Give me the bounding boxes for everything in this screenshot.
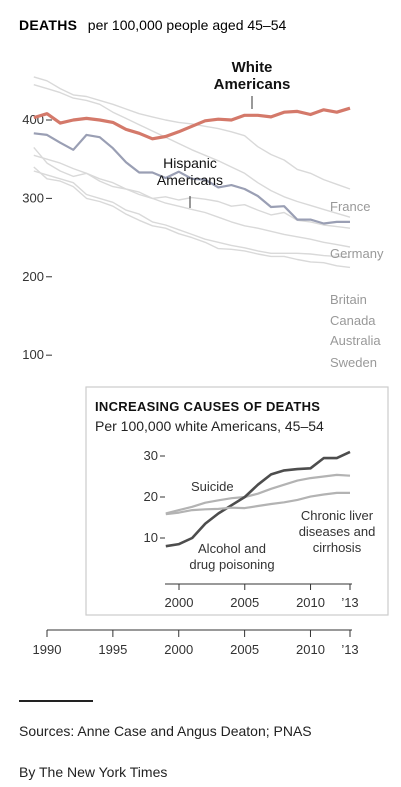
series-line-white-americans <box>33 106 351 141</box>
series-label-canada: Canada <box>330 313 376 328</box>
y-tick-label-300: 300 <box>22 190 44 205</box>
inset-series-label-chronic-liver-diseases-and-cirrhosis-2: cirrhosis <box>313 540 362 555</box>
inset-x-tick-label-2005: 2005 <box>230 595 259 610</box>
x-tick-label-13: ’13 <box>341 642 358 657</box>
inset-series-label-suicide-0: Suicide <box>191 479 234 494</box>
series-line-australia <box>33 170 351 258</box>
series-label-germany: Germany <box>330 246 384 261</box>
inset-series-line-chronic-liver-diseases-and-cirrhosis <box>165 491 350 516</box>
x-tick-label-1995: 1995 <box>98 642 127 657</box>
series-label-hispanic-americans-0: Hispanic <box>163 155 217 171</box>
inset-x-tick-label-13: ’13 <box>341 595 358 610</box>
series-label-white-americans-1: Americans <box>214 76 291 93</box>
x-tick-label-2010: 2010 <box>296 642 325 657</box>
x-tick-label-2000: 2000 <box>164 642 193 657</box>
inset-series-label-chronic-liver-diseases-and-cirrhosis-0: Chronic liver <box>301 508 374 523</box>
x-tick-label-2005: 2005 <box>230 642 259 657</box>
series-line-sweden <box>33 166 351 269</box>
series-label-britain: Britain <box>330 292 367 307</box>
inset-series-line-alcohol-and-drug-poisoning <box>165 450 351 548</box>
series-line-hispanic-americans <box>33 132 350 225</box>
chart-title-rest: per 100,000 people aged 45–54 <box>88 17 287 33</box>
inset-series-label-alcohol-and-drug-poisoning-0: Alcohol and <box>198 541 266 556</box>
y-tick-label-200: 200 <box>22 269 44 284</box>
y-tick-label-100: 100 <box>22 347 44 362</box>
chart-title: DEATHS per 100,000 people aged 45–54 <box>19 17 287 34</box>
sources-credit: Sources: Anne Case and Angus Deaton; PNA… <box>19 723 312 739</box>
inset-series-label-alcohol-and-drug-poisoning-1: drug poisoning <box>189 557 274 572</box>
deaths-chart: DEATHS per 100,000 people aged 45–54 200… <box>19 17 389 657</box>
series-label-hispanic-americans-1: Americans <box>157 172 223 188</box>
series-label-france: France <box>330 199 370 214</box>
inset-title: INCREASING CAUSES OF DEATHS <box>95 399 320 414</box>
inset-y-tick-label-30: 30 <box>144 448 158 463</box>
inset-series-line-suicide <box>165 473 351 515</box>
series-label-sweden: Sweden <box>330 355 377 370</box>
x-tick-label-1990: 1990 <box>33 642 62 657</box>
series-line-canada <box>33 154 351 248</box>
main-x-axis: 1990 1995 2000 2005 2010 ’13 <box>33 629 359 657</box>
series-label-australia: Australia <box>330 333 381 348</box>
series-line-germany <box>33 84 351 218</box>
footer-rule <box>19 700 93 702</box>
inset-y-tick-label-10: 10 <box>144 530 158 545</box>
series-line-france <box>33 76 351 190</box>
inset-y-tick-label-20: 20 <box>144 489 158 504</box>
inset-series-label-chronic-liver-diseases-and-cirrhosis-1: diseases and <box>299 524 376 539</box>
inset-x-tick-label-2000: 2000 <box>165 595 194 610</box>
inset-chart: INCREASING CAUSES OF DEATHS Per 100,000 w… <box>85 386 389 616</box>
inset-subtitle: Per 100,000 white Americans, 45–54 <box>95 418 324 434</box>
byline: By The New York Times <box>19 764 168 780</box>
inset-x-tick-label-2010: 2010 <box>296 595 325 610</box>
main-plot-area: France Germany Britain Canada Australia Swede… <box>33 59 384 370</box>
series-label-white-americans-0: White <box>232 59 273 76</box>
chart-title-bold: DEATHS <box>19 17 77 33</box>
